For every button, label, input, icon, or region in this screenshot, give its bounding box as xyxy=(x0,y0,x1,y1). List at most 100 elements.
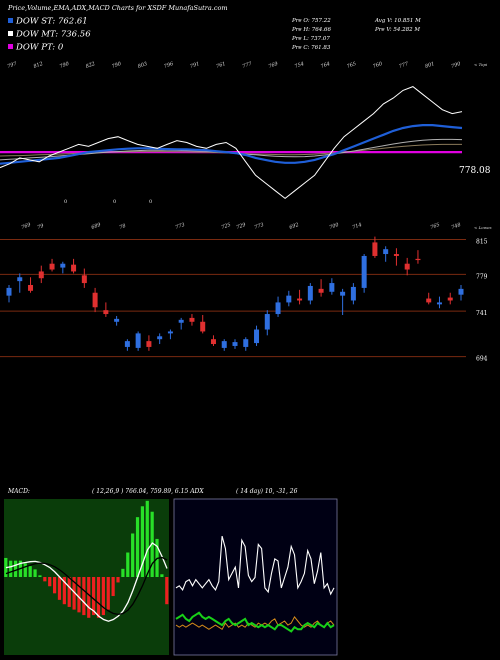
candle-body xyxy=(307,285,313,301)
price-level-label: 694 xyxy=(476,356,488,363)
price-level-label: 741 xyxy=(476,310,487,317)
minus-di-line xyxy=(175,615,335,631)
macd-histogram-bar xyxy=(4,557,8,577)
macd-histogram-bar xyxy=(96,577,101,618)
stat-pre-low: Pre L: 737.07 xyxy=(291,36,330,42)
low-number: 729 xyxy=(236,222,248,231)
legend-swatch-pt xyxy=(8,44,13,49)
candle-body xyxy=(124,341,130,347)
adx-values: ( 14 day) 10, -31, 26 xyxy=(236,488,298,495)
top-number: 777 xyxy=(398,61,410,70)
top-number: 791 xyxy=(189,61,200,70)
stat-pre-close: Pre C: 761.83 xyxy=(291,45,331,51)
stat-avg-volume: Avg V: 10.851 M xyxy=(374,18,421,24)
candle-body xyxy=(372,242,378,256)
candle-body xyxy=(436,302,442,305)
macd-histogram-bar xyxy=(165,577,169,605)
candle-body xyxy=(393,254,399,256)
candlesticks xyxy=(6,236,464,351)
candle-body xyxy=(49,263,55,270)
top-number-row: 797 812 790 822 790 803 796 791 761 777 769 754 764 7… xyxy=(7,61,463,70)
candle-body xyxy=(210,339,216,345)
candle-body xyxy=(200,321,206,332)
macd-line xyxy=(5,542,168,622)
macd-histogram-bar xyxy=(82,577,86,616)
candle-body xyxy=(329,283,335,292)
macd-histogram-bar xyxy=(77,577,81,613)
low-number: 773 xyxy=(254,222,265,231)
legend-swatch-mt xyxy=(8,31,13,36)
top-number: 777 xyxy=(242,61,254,70)
candle-body xyxy=(178,319,184,323)
macd-signal-line xyxy=(5,556,168,616)
macd-histogram-bar xyxy=(62,577,66,605)
candle-body xyxy=(426,298,432,303)
macd-histogram-bar xyxy=(23,563,27,577)
candle-body xyxy=(221,341,227,348)
candle-body xyxy=(243,339,249,347)
macd-marks xyxy=(4,500,169,622)
candle-body xyxy=(92,292,98,308)
macd-histogram-bar xyxy=(121,568,125,577)
top-number: 803 xyxy=(137,61,148,70)
macd-histogram-bar xyxy=(126,552,130,577)
candle-body xyxy=(157,336,163,340)
candle-body xyxy=(189,317,195,322)
candle-body xyxy=(28,285,34,291)
macd-histogram-bar xyxy=(52,577,57,594)
legend-label-pt: DOW PT: 0 xyxy=(15,43,64,53)
low-number: 78 xyxy=(119,223,127,231)
candle-body xyxy=(114,318,120,322)
legend-label-st: DOW ST: 762.61 xyxy=(15,17,88,27)
macd-label: MACD: xyxy=(7,488,30,495)
low-label: < Lowes xyxy=(474,225,492,230)
adx-marks xyxy=(175,535,335,633)
candle-body xyxy=(275,302,281,315)
low-number: 769 xyxy=(21,222,33,231)
candle-body xyxy=(286,295,292,303)
ema-panel: < Topi 797 812 790 822 790 803 796 791 761 777 769… xyxy=(0,61,492,231)
candle-body xyxy=(81,275,87,284)
top-number: 801 xyxy=(424,61,435,70)
macd-histogram-bar xyxy=(48,577,52,587)
low-number: 725 xyxy=(221,222,232,231)
plus-di-line xyxy=(175,611,335,633)
ema-blue-line xyxy=(0,123,463,165)
chart-title: Price,Volume,EMA,ADX,MACD Charts for XSD… xyxy=(7,4,228,12)
macd-histogram-bar xyxy=(57,577,62,600)
macd-values: ( 12,26,9 ) 766.04, 759.89, 6.15 ADX xyxy=(92,488,204,495)
low-number: 689 xyxy=(91,222,103,231)
macd-panel xyxy=(4,499,169,655)
legend: DOW ST: 762.61 DOW MT: 736.56 DOW PT: 0 xyxy=(8,17,91,53)
candle-body xyxy=(6,287,12,296)
top-number: 790 xyxy=(111,61,123,70)
price-panel: 815 779 741 694 xyxy=(0,236,488,363)
candle-body xyxy=(17,277,23,282)
top-number: 790 xyxy=(451,61,463,70)
candle-body xyxy=(340,291,346,296)
low-number: 748 xyxy=(451,222,462,231)
candle-body xyxy=(167,331,173,334)
candle-body xyxy=(383,249,389,255)
candle-body xyxy=(318,288,324,293)
candle-body xyxy=(404,263,410,270)
top-number: 754 xyxy=(294,61,305,70)
low-number: 692 xyxy=(289,222,300,231)
macd-histogram-bar xyxy=(72,577,76,610)
candle-body xyxy=(361,255,367,288)
price-level-label: 779 xyxy=(476,273,488,280)
candle-body xyxy=(350,286,356,301)
macd-histogram-bar xyxy=(38,575,42,577)
top-number: 797 xyxy=(7,61,19,70)
low-number: 773 xyxy=(175,222,186,231)
top-number: 760 xyxy=(372,61,384,70)
macd-histogram-bar xyxy=(145,500,149,577)
stat-pre-high: Pre H: 764.66 xyxy=(291,27,331,33)
misc-label-2: 0 xyxy=(113,199,116,205)
macd-histogram-bar xyxy=(67,577,71,607)
legend-label-mt: DOW MT: 736.56 xyxy=(15,30,91,40)
macd-histogram-bar xyxy=(13,560,18,577)
candle-body xyxy=(135,333,141,348)
misc-label-1: 0 xyxy=(64,199,67,205)
st-price-line xyxy=(0,86,463,200)
